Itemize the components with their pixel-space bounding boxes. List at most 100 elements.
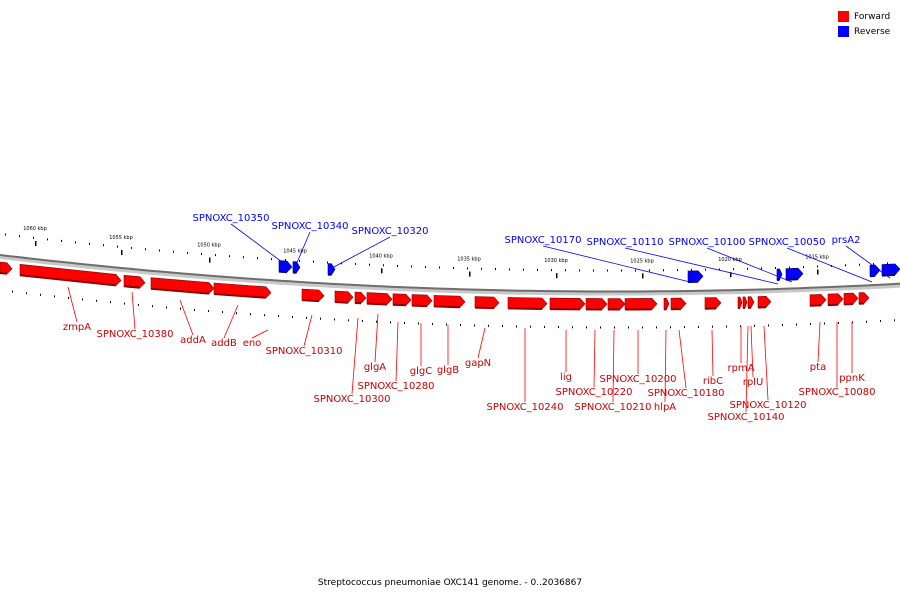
- scale-label: 1020 kbp: [718, 257, 742, 263]
- backbone: [0, 254, 900, 293]
- scale-dot: [327, 261, 328, 264]
- reverse-gene-arrow-shade: [881, 273, 896, 277]
- forward-gene-arrow: [809, 294, 827, 307]
- scale-dot: [432, 323, 433, 326]
- forward-gene-label: SPNOXC_10280: [357, 381, 434, 392]
- scale-dot: [768, 324, 769, 327]
- reverse-gene-arrow: [292, 261, 301, 274]
- scale-dot: [222, 311, 223, 314]
- leader-line: [477, 327, 486, 359]
- scale-dot: [530, 325, 531, 328]
- scale-dot: [264, 314, 265, 317]
- scale-dot: [5, 233, 6, 236]
- legend: Forward Reverse: [838, 9, 890, 39]
- scale-dot: [152, 305, 153, 308]
- forward-gene-label: ppnK: [839, 373, 865, 384]
- scale-dot: [82, 298, 83, 301]
- scale-dot: [61, 239, 62, 242]
- scale-label: 1015 kbp: [805, 255, 829, 261]
- forward-gene-label: SPNOXC_10200: [599, 374, 676, 385]
- scale-dot: [810, 323, 811, 326]
- scale-dot: [684, 326, 685, 329]
- scale-dot: [292, 316, 293, 318]
- forward-gene-label: glgC: [410, 366, 432, 377]
- scale-label: 1050 kbp: [197, 243, 221, 249]
- scale-dot: [677, 269, 678, 272]
- scale-dot: [103, 244, 104, 247]
- scale-dot: [775, 267, 776, 269]
- forward-gene-arrow-shade: [334, 301, 349, 304]
- scale-dot: [593, 269, 594, 272]
- forward-gene-arrow-shade: [213, 293, 267, 299]
- major-tick: [469, 271, 471, 277]
- forward-gene-arrow: [507, 297, 548, 310]
- forward-gene-label: SPNOXC_10180: [647, 388, 724, 399]
- major-tick: [121, 250, 123, 255]
- leader-line: [612, 329, 615, 403]
- scale-dot: [138, 303, 139, 306]
- leader-line: [230, 223, 287, 266]
- forward-gene-arrow: [301, 288, 325, 302]
- forward-gene-label: SPNOXC_10240: [486, 402, 563, 413]
- scale-dot: [572, 326, 573, 329]
- genome-caption: Streptococcus pneumoniae OXC141 genome. …: [317, 578, 583, 588]
- scale-dot: [894, 319, 895, 322]
- scale-dot: [243, 256, 244, 259]
- scale-dot: [334, 318, 335, 321]
- major-tick: [35, 241, 37, 246]
- forward-gene-arrow: [474, 296, 500, 309]
- leader-line: [179, 299, 194, 336]
- forward-gene-arrow: [0, 261, 13, 275]
- scale-dot: [376, 320, 377, 323]
- scale-dot: [355, 263, 356, 265]
- forward-gene-label: SPNOXC_10220: [555, 387, 632, 398]
- forward-gene-label: addB: [211, 338, 237, 349]
- forward-gene-label: rplU: [743, 377, 764, 388]
- scale-dot: [670, 326, 671, 329]
- scale-dot: [215, 254, 216, 257]
- scale-dot: [782, 324, 783, 326]
- forward-gene-label: hlpA: [654, 402, 676, 413]
- scale-label: 1035 kbp: [457, 257, 481, 263]
- forward-gene-arrow-shade: [19, 274, 117, 287]
- major-tick: [642, 273, 644, 279]
- scale-dot: [348, 319, 349, 322]
- forward-gene-label: SPNOXC_10300: [313, 394, 390, 405]
- scale-dot: [586, 326, 587, 329]
- scale-dot: [201, 253, 202, 255]
- forward-gene-arrow: [624, 298, 658, 310]
- forward-swatch: [838, 11, 849, 22]
- leader-line: [131, 291, 136, 330]
- scale-dot: [614, 326, 615, 329]
- leader-line: [763, 325, 769, 401]
- scale-dot: [320, 317, 321, 320]
- scale-dot: [117, 245, 118, 248]
- scale-dot: [383, 264, 384, 267]
- scale-dot: [40, 293, 41, 296]
- reverse-gene-label: SPNOXC_10170: [504, 235, 581, 246]
- reverse-gene-arrow-shade: [278, 270, 288, 274]
- scale-dot: [425, 266, 426, 269]
- scale-dot: [579, 269, 580, 272]
- legend-reverse: Reverse: [838, 24, 890, 39]
- leader-line: [678, 329, 687, 389]
- scale-label: 1045 kbp: [283, 249, 307, 255]
- scale-dot: [124, 302, 125, 305]
- leader-line: [706, 247, 793, 283]
- scale-dot: [628, 326, 629, 329]
- leader-line: [745, 325, 749, 413]
- reverse-swatch: [838, 26, 849, 37]
- scale-dot: [89, 242, 90, 245]
- scale-dot: [761, 267, 762, 270]
- forward-gene-label: SPNOXC_10380: [96, 329, 173, 340]
- leader-line: [542, 245, 691, 283]
- scale-dot: [859, 263, 860, 266]
- scale-dot: [817, 265, 818, 268]
- scale-dot: [446, 323, 447, 326]
- reverse-gene-arrow: [687, 270, 704, 283]
- reverse-gene-label: SPNOXC_10110: [586, 237, 663, 248]
- forward-gene-arrow: [354, 291, 367, 304]
- scale-dot: [712, 325, 713, 328]
- scale-dot: [12, 290, 13, 293]
